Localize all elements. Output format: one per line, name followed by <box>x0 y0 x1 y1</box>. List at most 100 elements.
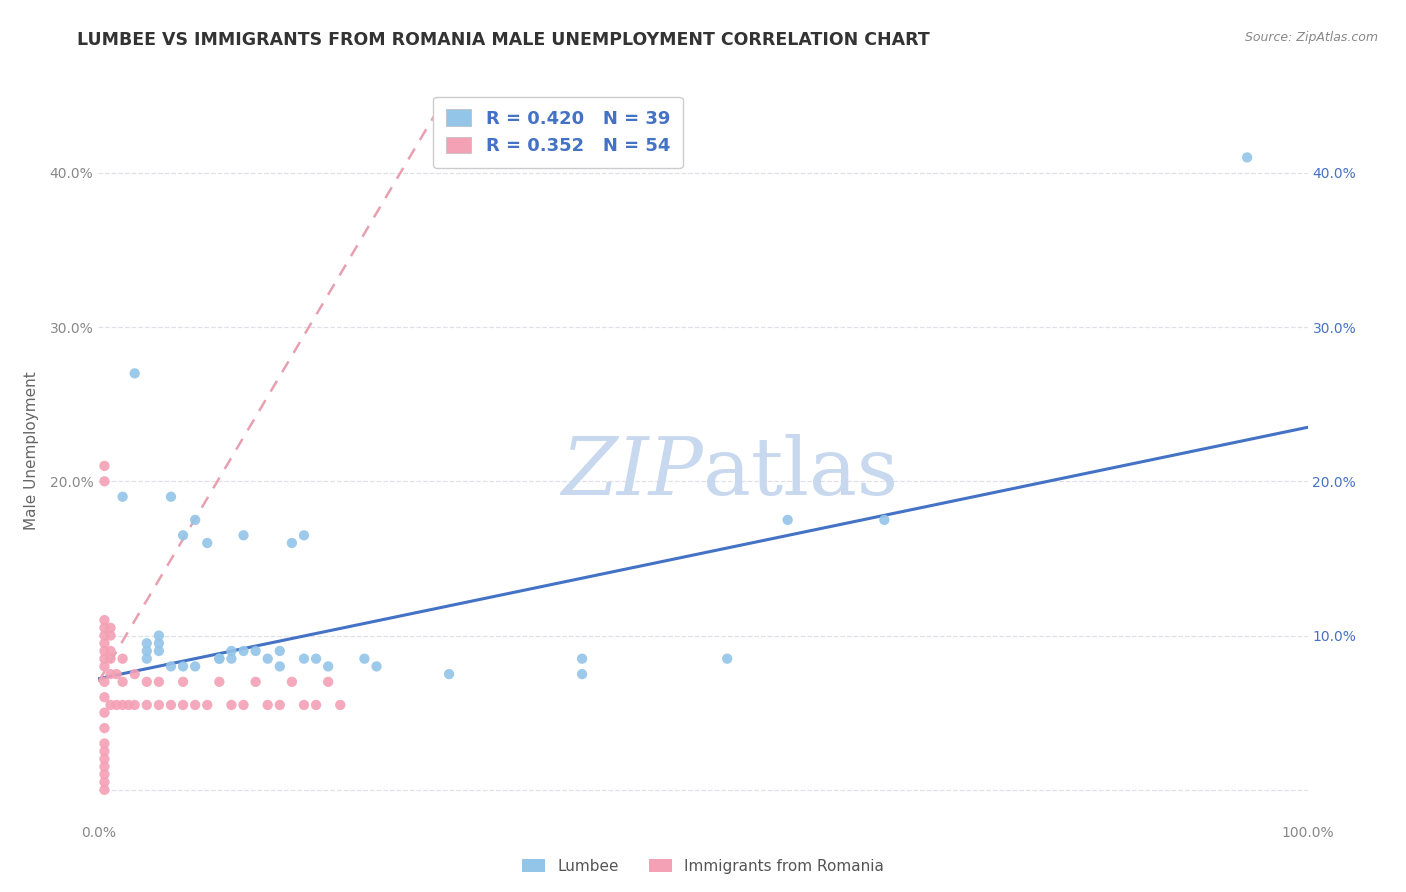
Point <box>93 659 115 673</box>
Point <box>221 644 243 658</box>
Point <box>93 458 115 473</box>
Point <box>437 667 460 681</box>
Point <box>776 513 799 527</box>
Point <box>93 651 115 665</box>
Point <box>111 674 134 689</box>
Point <box>571 667 593 681</box>
Point <box>148 636 170 650</box>
Point <box>93 767 115 781</box>
Point <box>292 528 315 542</box>
Point <box>93 674 115 689</box>
Legend: R = 0.420   N = 39, R = 0.352   N = 54: R = 0.420 N = 39, R = 0.352 N = 54 <box>433 96 682 168</box>
Point <box>366 659 388 673</box>
Point <box>93 721 115 735</box>
Point <box>124 667 146 681</box>
Point <box>100 621 122 635</box>
Point <box>232 528 254 542</box>
Legend: Lumbee, Immigrants from Romania: Lumbee, Immigrants from Romania <box>516 853 890 880</box>
Point <box>221 651 243 665</box>
Point <box>256 698 278 712</box>
Point <box>172 674 194 689</box>
Point <box>172 698 194 712</box>
Point <box>93 706 115 720</box>
Point <box>716 651 738 665</box>
Point <box>93 644 115 658</box>
Point <box>124 367 146 381</box>
Point <box>135 644 157 658</box>
Point <box>232 698 254 712</box>
Point <box>316 674 339 689</box>
Point <box>873 513 896 527</box>
Point <box>160 698 183 712</box>
Point <box>135 651 157 665</box>
Text: Source: ZipAtlas.com: Source: ZipAtlas.com <box>1244 31 1378 45</box>
Point <box>111 490 134 504</box>
Point <box>184 513 207 527</box>
Y-axis label: Male Unemployment: Male Unemployment <box>24 371 39 530</box>
Point <box>105 667 128 681</box>
Point <box>1236 150 1258 164</box>
Text: LUMBEE VS IMMIGRANTS FROM ROMANIA MALE UNEMPLOYMENT CORRELATION CHART: LUMBEE VS IMMIGRANTS FROM ROMANIA MALE U… <box>77 31 931 49</box>
Point <box>100 651 122 665</box>
Point <box>292 651 315 665</box>
Point <box>118 698 141 712</box>
Point <box>93 737 115 751</box>
Point <box>292 698 315 712</box>
Point <box>93 475 115 489</box>
Point <box>232 644 254 658</box>
Point <box>184 698 207 712</box>
Point <box>124 698 146 712</box>
Point <box>111 698 134 712</box>
Point <box>208 674 231 689</box>
Point <box>135 698 157 712</box>
Point <box>93 690 115 705</box>
Point <box>172 528 194 542</box>
Point <box>93 752 115 766</box>
Point <box>100 644 122 658</box>
Point <box>100 698 122 712</box>
Point <box>148 698 170 712</box>
Point <box>93 628 115 642</box>
Point <box>93 636 115 650</box>
Point <box>148 628 170 642</box>
Point <box>105 698 128 712</box>
Point <box>195 698 218 712</box>
Point <box>316 659 339 673</box>
Point <box>135 636 157 650</box>
Point <box>93 782 115 797</box>
Point <box>221 698 243 712</box>
Point <box>172 659 194 673</box>
Point <box>208 651 231 665</box>
Point <box>269 644 291 658</box>
Point <box>305 698 328 712</box>
Point <box>135 674 157 689</box>
Point <box>571 651 593 665</box>
Point <box>184 659 207 673</box>
Point <box>245 674 267 689</box>
Point <box>195 536 218 550</box>
Point <box>93 759 115 773</box>
Point <box>148 644 170 658</box>
Point <box>329 698 352 712</box>
Point <box>245 644 267 658</box>
Point <box>305 651 328 665</box>
Text: atlas: atlas <box>703 434 898 512</box>
Point <box>208 651 231 665</box>
Point <box>100 667 122 681</box>
Point <box>111 651 134 665</box>
Point <box>256 651 278 665</box>
Point <box>269 698 291 712</box>
Point <box>160 659 183 673</box>
Point <box>100 628 122 642</box>
Point <box>93 775 115 789</box>
Point <box>281 536 304 550</box>
Point <box>93 744 115 758</box>
Point <box>148 674 170 689</box>
Point <box>269 659 291 673</box>
Point <box>93 621 115 635</box>
Point <box>353 651 375 665</box>
Point <box>93 613 115 627</box>
Text: ZIP: ZIP <box>561 434 703 511</box>
Point <box>281 674 304 689</box>
Point <box>160 490 183 504</box>
